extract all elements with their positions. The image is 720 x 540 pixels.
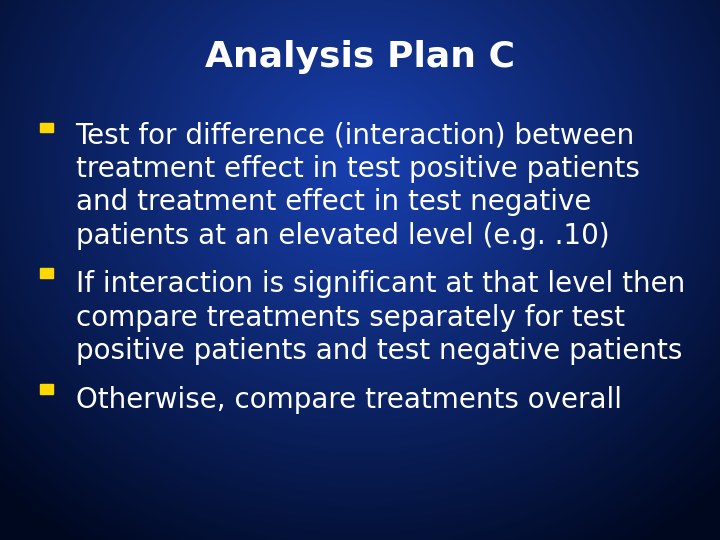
Text: Analysis Plan C: Analysis Plan C xyxy=(205,40,515,73)
FancyBboxPatch shape xyxy=(40,384,53,394)
FancyBboxPatch shape xyxy=(40,268,53,278)
Text: Test for difference (interaction) between
treatment effect in test positive pati: Test for difference (interaction) betwee… xyxy=(76,122,639,250)
Text: If interaction is significant at that level then
compare treatments separately f: If interaction is significant at that le… xyxy=(76,270,685,365)
FancyBboxPatch shape xyxy=(40,123,53,132)
Text: Otherwise, compare treatments overall: Otherwise, compare treatments overall xyxy=(76,386,621,414)
